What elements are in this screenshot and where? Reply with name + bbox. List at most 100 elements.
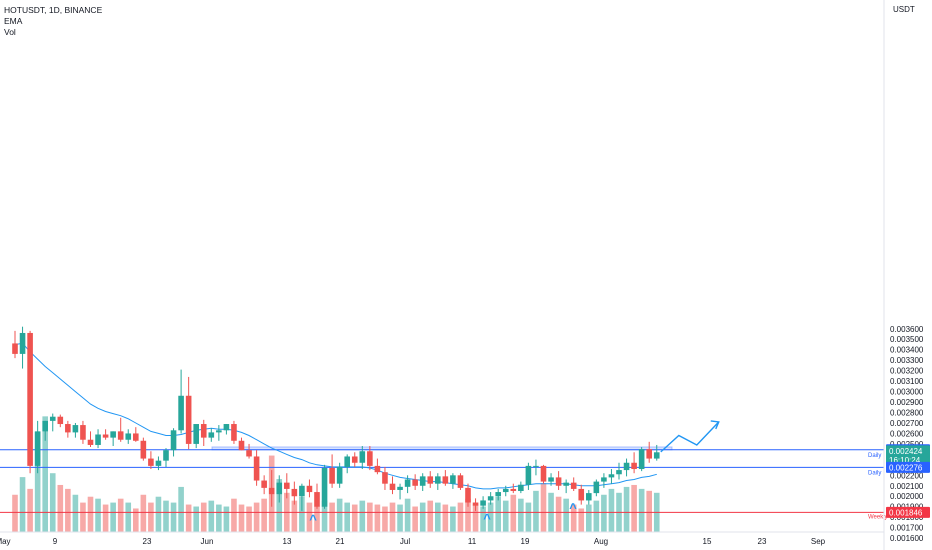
- volume-bar: [133, 508, 139, 532]
- volume-bar: [359, 500, 366, 532]
- candle-body: [465, 487, 471, 503]
- candle-body: [155, 460, 162, 466]
- volume-bar: [87, 496, 94, 532]
- volume-bar: [110, 502, 116, 532]
- volume-bar: [231, 498, 237, 532]
- candle-body: [472, 502, 479, 506]
- candle-body: [72, 425, 79, 433]
- volume-bar: [208, 500, 215, 532]
- volume-bar: [253, 502, 260, 532]
- candle-body: [653, 452, 660, 459]
- candle-body: [87, 439, 94, 445]
- candle-body: [57, 416, 64, 425]
- volume-bar: [638, 488, 645, 532]
- volume-bar: [502, 500, 509, 532]
- price-label: 0.001846: [889, 508, 923, 517]
- volume-bar: [306, 502, 313, 532]
- candle-body: [102, 434, 109, 438]
- volume-bar: [95, 498, 101, 532]
- y-axis-tick: 0.002100: [890, 482, 924, 491]
- x-axis-tick: Jul: [400, 537, 410, 546]
- volume-bar: [102, 504, 109, 532]
- volume-bar: [299, 496, 305, 532]
- volume-bar: [314, 506, 320, 532]
- volume-bar: [525, 502, 532, 532]
- candle-body: [457, 475, 464, 488]
- projection-arrow: [660, 421, 720, 453]
- candle-body: [616, 470, 622, 475]
- volume-bar: [12, 494, 18, 532]
- x-axis-tick: 15: [703, 537, 712, 546]
- volume-bar: [472, 504, 479, 532]
- volume-bar: [27, 488, 33, 532]
- volume-bar: [457, 502, 464, 532]
- candle-body: [110, 431, 116, 438]
- candle-body: [608, 474, 615, 478]
- candle-body: [246, 450, 252, 457]
- candle-body: [253, 456, 260, 481]
- ema-indicator-label[interactable]: EMA: [4, 16, 23, 26]
- chart-legend: HOTUSDT, 1D, BINANCE EMA Vol: [4, 5, 102, 38]
- candle-body: [374, 465, 381, 473]
- y-axis-tick: 0.002200: [890, 471, 924, 480]
- volume-bar: [223, 506, 230, 532]
- volume-bar: [510, 494, 517, 532]
- candle-body: [231, 424, 237, 441]
- candle-body: [533, 465, 539, 467]
- volume-bar: [291, 500, 298, 532]
- candle-body: [321, 467, 328, 507]
- volume-bar: [336, 498, 343, 532]
- volume-indicator-label[interactable]: Vol: [4, 27, 16, 37]
- volume-bar: [435, 502, 441, 532]
- candle-body: [495, 492, 501, 497]
- candle-body: [208, 432, 215, 438]
- volume-bar: [450, 506, 456, 532]
- volume-bar: [163, 500, 169, 532]
- volume-bar: [193, 506, 199, 532]
- x-axis-tick: 21: [336, 537, 345, 546]
- candle-body: [12, 343, 18, 354]
- volume-bar: [442, 504, 449, 532]
- volume-bar: [72, 494, 79, 532]
- volume-bar: [412, 506, 418, 532]
- volume-bar: [608, 488, 615, 532]
- volume-bar: [80, 502, 86, 532]
- volume-bar: [49, 473, 56, 532]
- y-axis-tick: 0.002800: [890, 409, 924, 418]
- candle-body: [427, 476, 434, 484]
- candle-body: [170, 430, 177, 451]
- x-axis-tick: 11: [468, 537, 477, 546]
- volume-bar: [238, 504, 245, 532]
- volume-bar: [593, 500, 600, 532]
- price-label: 16:10:24: [889, 456, 921, 465]
- candle-body: [291, 488, 298, 497]
- volume-bar: [246, 506, 252, 532]
- y-axis-tick: 0.003600: [890, 325, 924, 334]
- candle-body: [185, 395, 192, 444]
- volume-bar: [19, 477, 26, 532]
- candle-body: [510, 488, 517, 492]
- candle-body: [367, 451, 373, 466]
- x-axis-tick: Aug: [594, 537, 608, 546]
- candle-body: [117, 431, 124, 440]
- candle-body: [419, 476, 426, 486]
- y-axis-tick: 0.001700: [890, 524, 924, 533]
- y-axis-currency: USDT: [893, 5, 915, 14]
- x-axis-tick: 23: [143, 537, 152, 546]
- candle-body: [223, 424, 230, 431]
- candle-body: [540, 465, 547, 482]
- level-label: Daily: [868, 453, 881, 459]
- volume-bar: [487, 502, 494, 532]
- volume-bar: [601, 494, 607, 532]
- volume-bar: [117, 498, 124, 532]
- volume-bar: [563, 498, 569, 532]
- volume-bar: [155, 496, 162, 532]
- y-axis-tick: 0.002700: [890, 419, 924, 428]
- x-axis-tick: 23: [758, 537, 767, 546]
- x-axis-tick: May: [0, 537, 11, 546]
- x-axis-tick: 13: [283, 537, 292, 546]
- symbol-title[interactable]: HOTUSDT, 1D, BINANCE: [4, 5, 103, 15]
- volume-bar: [578, 508, 585, 532]
- candle-body: [148, 458, 154, 466]
